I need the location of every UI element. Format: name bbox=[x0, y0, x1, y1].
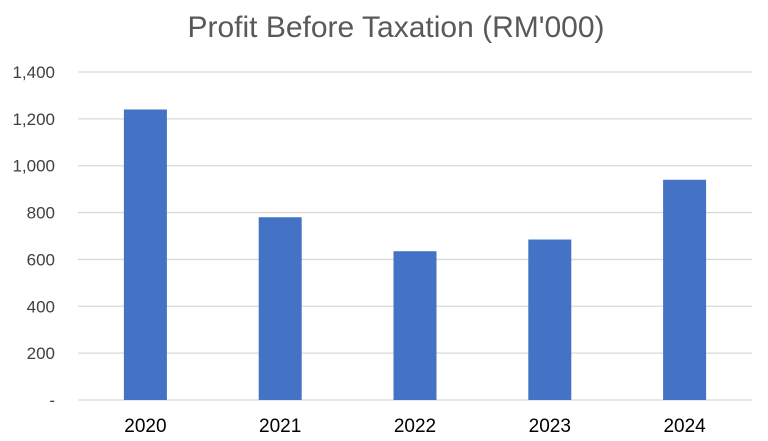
y-tick-label: 1,400 bbox=[12, 63, 55, 82]
x-category-label: 2020 bbox=[124, 416, 166, 437]
y-tick-label: 1,200 bbox=[12, 110, 55, 129]
x-category-label: 2023 bbox=[529, 416, 571, 437]
x-category-label: 2021 bbox=[259, 416, 301, 437]
bar-2021 bbox=[258, 217, 302, 400]
bar-2020 bbox=[123, 109, 167, 400]
chart-title: Profit Before Taxation (RM'000) bbox=[187, 11, 604, 44]
y-tick-label: 600 bbox=[27, 250, 55, 269]
y-tick-label: 800 bbox=[27, 204, 55, 223]
y-tick-label: 1,000 bbox=[12, 157, 55, 176]
bar-2024 bbox=[663, 179, 707, 400]
y-axis-tick-labels: - 200 400 600 800 1,000 1,200 1,400 bbox=[12, 63, 55, 410]
y-tick-label: 400 bbox=[27, 297, 55, 316]
bar-2022 bbox=[393, 251, 437, 400]
x-axis-category-labels: 2020 2021 2022 2023 2024 bbox=[124, 416, 706, 437]
bar-2023 bbox=[528, 239, 572, 400]
x-category-label: 2022 bbox=[394, 416, 436, 437]
x-category-label: 2024 bbox=[663, 416, 706, 437]
bars bbox=[123, 109, 707, 400]
y-tick-label: - bbox=[49, 391, 55, 410]
y-tick-label: 200 bbox=[27, 344, 55, 363]
